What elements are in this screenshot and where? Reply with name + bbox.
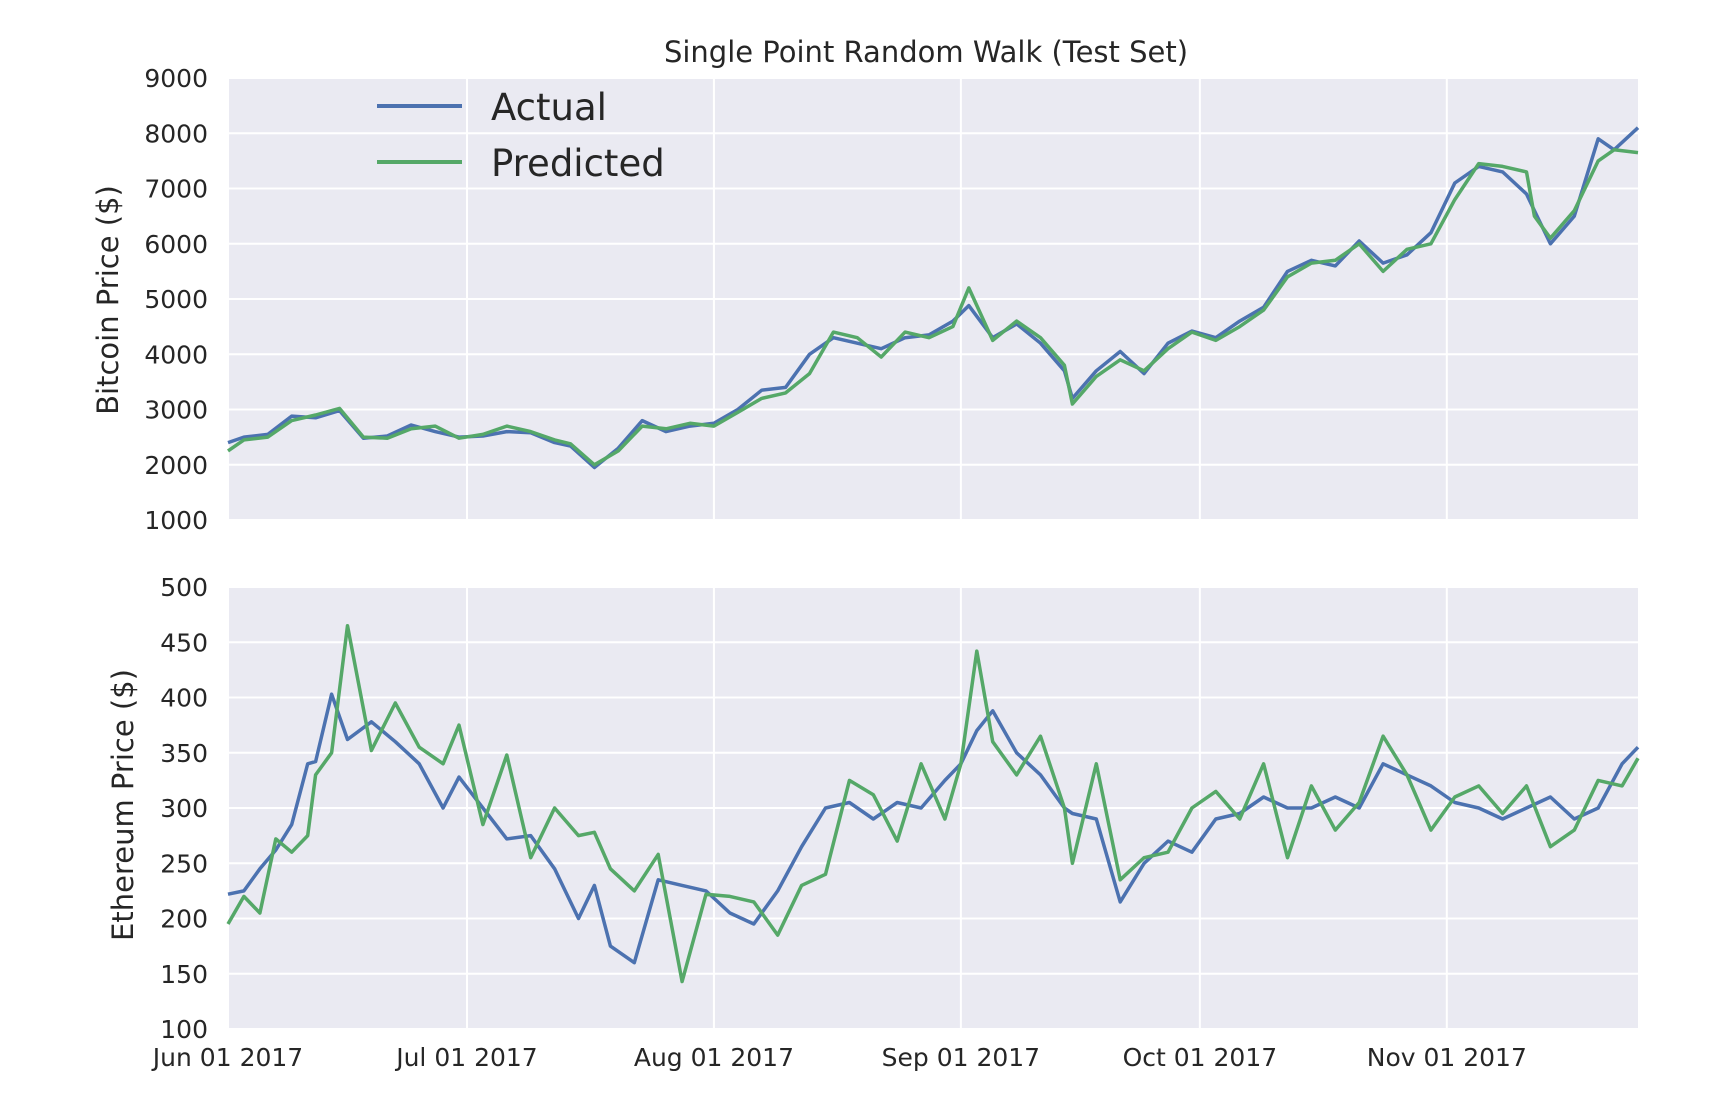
legend-label-predicted: Predicted [491, 142, 665, 185]
ethereum-y-tick-label: 400 [160, 684, 208, 713]
ethereum-y-tick-label: 450 [160, 628, 208, 657]
bitcoin-predicted-line [227, 148, 1639, 467]
ethereum-y-tick-label: 100 [160, 1015, 208, 1044]
bitcoin-y-axis-label: Bitcoin Price ($) [91, 185, 125, 415]
ethereum-y-tick-label: 200 [160, 905, 208, 934]
ethereum-y-tick-label: 500 [160, 573, 208, 602]
bitcoin-price-panel: 1000 2000 3000 4000 5000 6000 7000 8000 9000 [144, 64, 1640, 535]
legend: Actual Predicted [377, 86, 665, 185]
x-tick-label: Jul 01 2017 [394, 1043, 538, 1072]
bitcoin-y-tick-label: 9000 [144, 64, 208, 93]
bitcoin-y-tick-label: 2000 [144, 451, 208, 480]
bitcoin-y-tick-label: 1000 [144, 506, 208, 535]
legend-label-actual: Actual [491, 86, 607, 129]
bitcoin-y-tick-label: 3000 [144, 396, 208, 425]
x-tick-label: Nov 01 2017 [1367, 1043, 1527, 1072]
x-tick-label: Aug 01 2017 [634, 1043, 794, 1072]
ethereum-y-tick-label: 300 [160, 794, 208, 823]
bitcoin-y-tick-label: 5000 [144, 285, 208, 314]
x-tick-label: Oct 01 2017 [1123, 1043, 1278, 1072]
ethereum-y-tick-label: 350 [160, 739, 208, 768]
chart-title: Single Point Random Walk (Test Set) [664, 35, 1188, 69]
ethereum-price-panel: 100 150 200 250 300 350 400 450 500 Jun 01 2017 Ju… [151, 573, 1640, 1072]
x-tick-label: Sep 01 2017 [882, 1043, 1040, 1072]
bitcoin-y-tick-label: 8000 [144, 119, 208, 148]
ethereum-predicted-line [226, 623, 1640, 984]
ethereum-y-tick-label: 150 [160, 960, 208, 989]
ethereum-y-axis-label: Ethereum Price ($) [106, 669, 140, 941]
bitcoin-y-tick-label: 4000 [144, 340, 208, 369]
x-tick-label: Jun 01 2017 [151, 1043, 303, 1072]
bitcoin-y-tick-label: 7000 [144, 175, 208, 204]
bitcoin-y-tick-label: 6000 [144, 230, 208, 259]
ethereum-y-tick-label: 250 [160, 849, 208, 878]
